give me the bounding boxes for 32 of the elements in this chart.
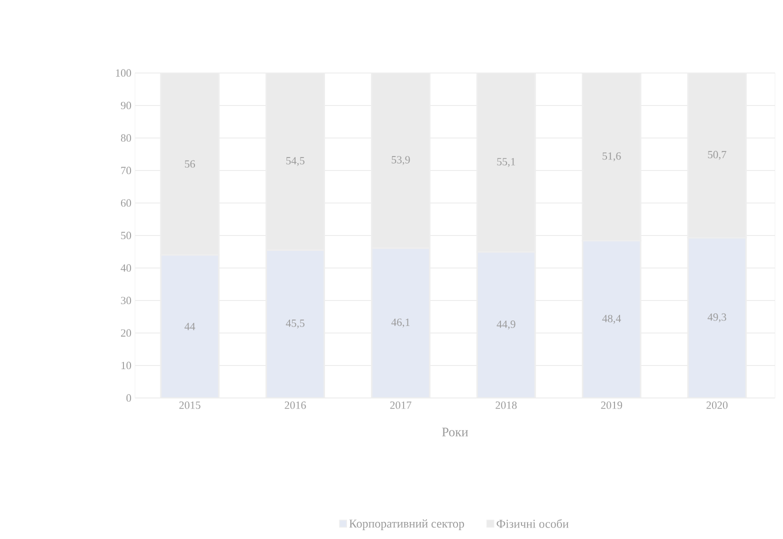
data-label: 45,5 [286, 320, 304, 328]
x-tick-label: 2018 [496, 402, 517, 409]
y-tick-label: 30 [121, 296, 132, 304]
data-label: 50,7 [708, 150, 726, 160]
x-tick-label: 2020 [706, 402, 728, 409]
y-tick-label: 10 [122, 362, 132, 370]
x-tick-label: 2016 [284, 402, 306, 409]
legend-label: Корпоративний сектор [349, 519, 464, 530]
data-label: 51,6 [602, 152, 621, 162]
data-label: 54,5 [286, 157, 304, 166]
y-tick-label: 50 [121, 232, 132, 240]
x-axis-title: Роки [442, 428, 468, 436]
data-label: 48,4 [602, 314, 622, 324]
y-tick-label: 80 [120, 134, 132, 142]
x-tick-label: 2019 [601, 402, 622, 409]
y-tick-label: 20 [121, 329, 132, 337]
data-label: 55,1 [497, 158, 516, 167]
legend-label: Фізичні особи [496, 519, 569, 528]
y-tick-label: 40 [120, 264, 132, 272]
data-label: 46,1 [391, 318, 410, 328]
y-tick-label: 70 [121, 166, 132, 174]
x-tick-label: 2015 [179, 402, 200, 409]
y-tick-label: 100 [116, 69, 132, 77]
y-tick-label: 90 [120, 102, 132, 110]
y-tick-label: 60 [121, 199, 132, 207]
x-tick-label: 2017 [390, 402, 412, 409]
data-label: 44 [184, 322, 196, 330]
data-label: 53,9 [392, 156, 410, 166]
data-label: 49,3 [708, 313, 726, 322]
data-label: 44,9 [496, 320, 516, 330]
data-label: 56 [185, 160, 195, 168]
y-tick-label: 0 [126, 394, 132, 402]
